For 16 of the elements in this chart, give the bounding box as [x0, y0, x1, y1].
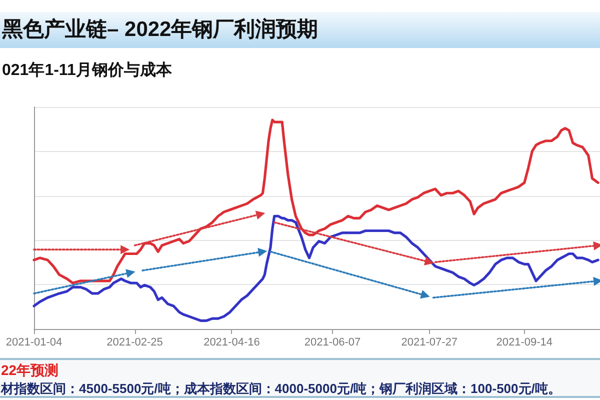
x-tick-label: 2021-06-07 [304, 336, 361, 348]
x-tick-label: 2021-04-16 [204, 336, 260, 348]
point [255, 210, 266, 220]
chart-title: 黑色产业链– 2022年钢厂利润预期 [2, 16, 318, 43]
text: 材指数区间：4500-5500元/吨；成本指数区间：4000-5000元/吨；钢厂利润区域：100-500元/吨。 [1, 380, 561, 397]
point [420, 290, 430, 299]
point [424, 256, 434, 266]
text: 22年预测 [1, 362, 59, 379]
point [120, 245, 130, 254]
chart-subtitle: 021年1-11月钢价与成本 [2, 60, 172, 81]
point [126, 269, 136, 278]
point [258, 248, 268, 257]
x-tick-label: 2021-09-14 [496, 336, 553, 348]
x-tick-label: 2021-02-25 [106, 336, 163, 348]
x-tick-label: 2021-07-27 [401, 336, 458, 348]
x-tick-label: 2021-01-04 [6, 336, 62, 348]
